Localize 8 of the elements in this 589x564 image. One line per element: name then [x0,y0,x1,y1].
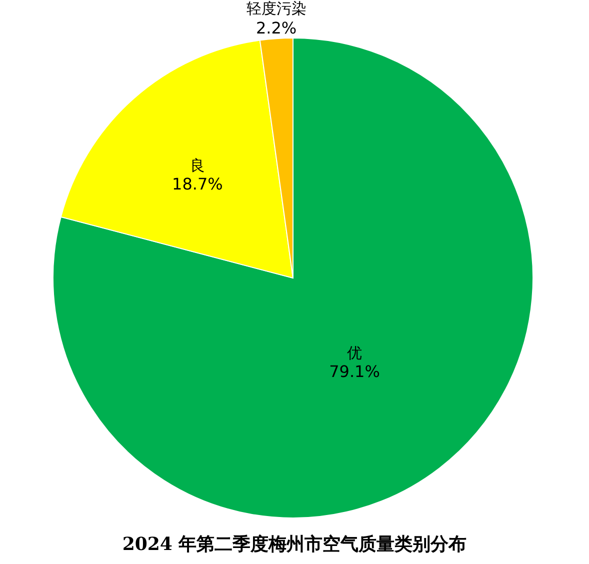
data-label: 79.1% [329,362,380,381]
data-label: 18.7% [172,174,223,194]
data-label: 2.2% [256,18,297,38]
slice-label: 良 [190,156,205,174]
slice-label: 优 [347,344,362,362]
text: 2024 年第二季度梅州市空气质量类别分布 [122,534,467,555]
slice-label: 轻度污染 [246,0,306,18]
pie-slice [52,38,534,518]
